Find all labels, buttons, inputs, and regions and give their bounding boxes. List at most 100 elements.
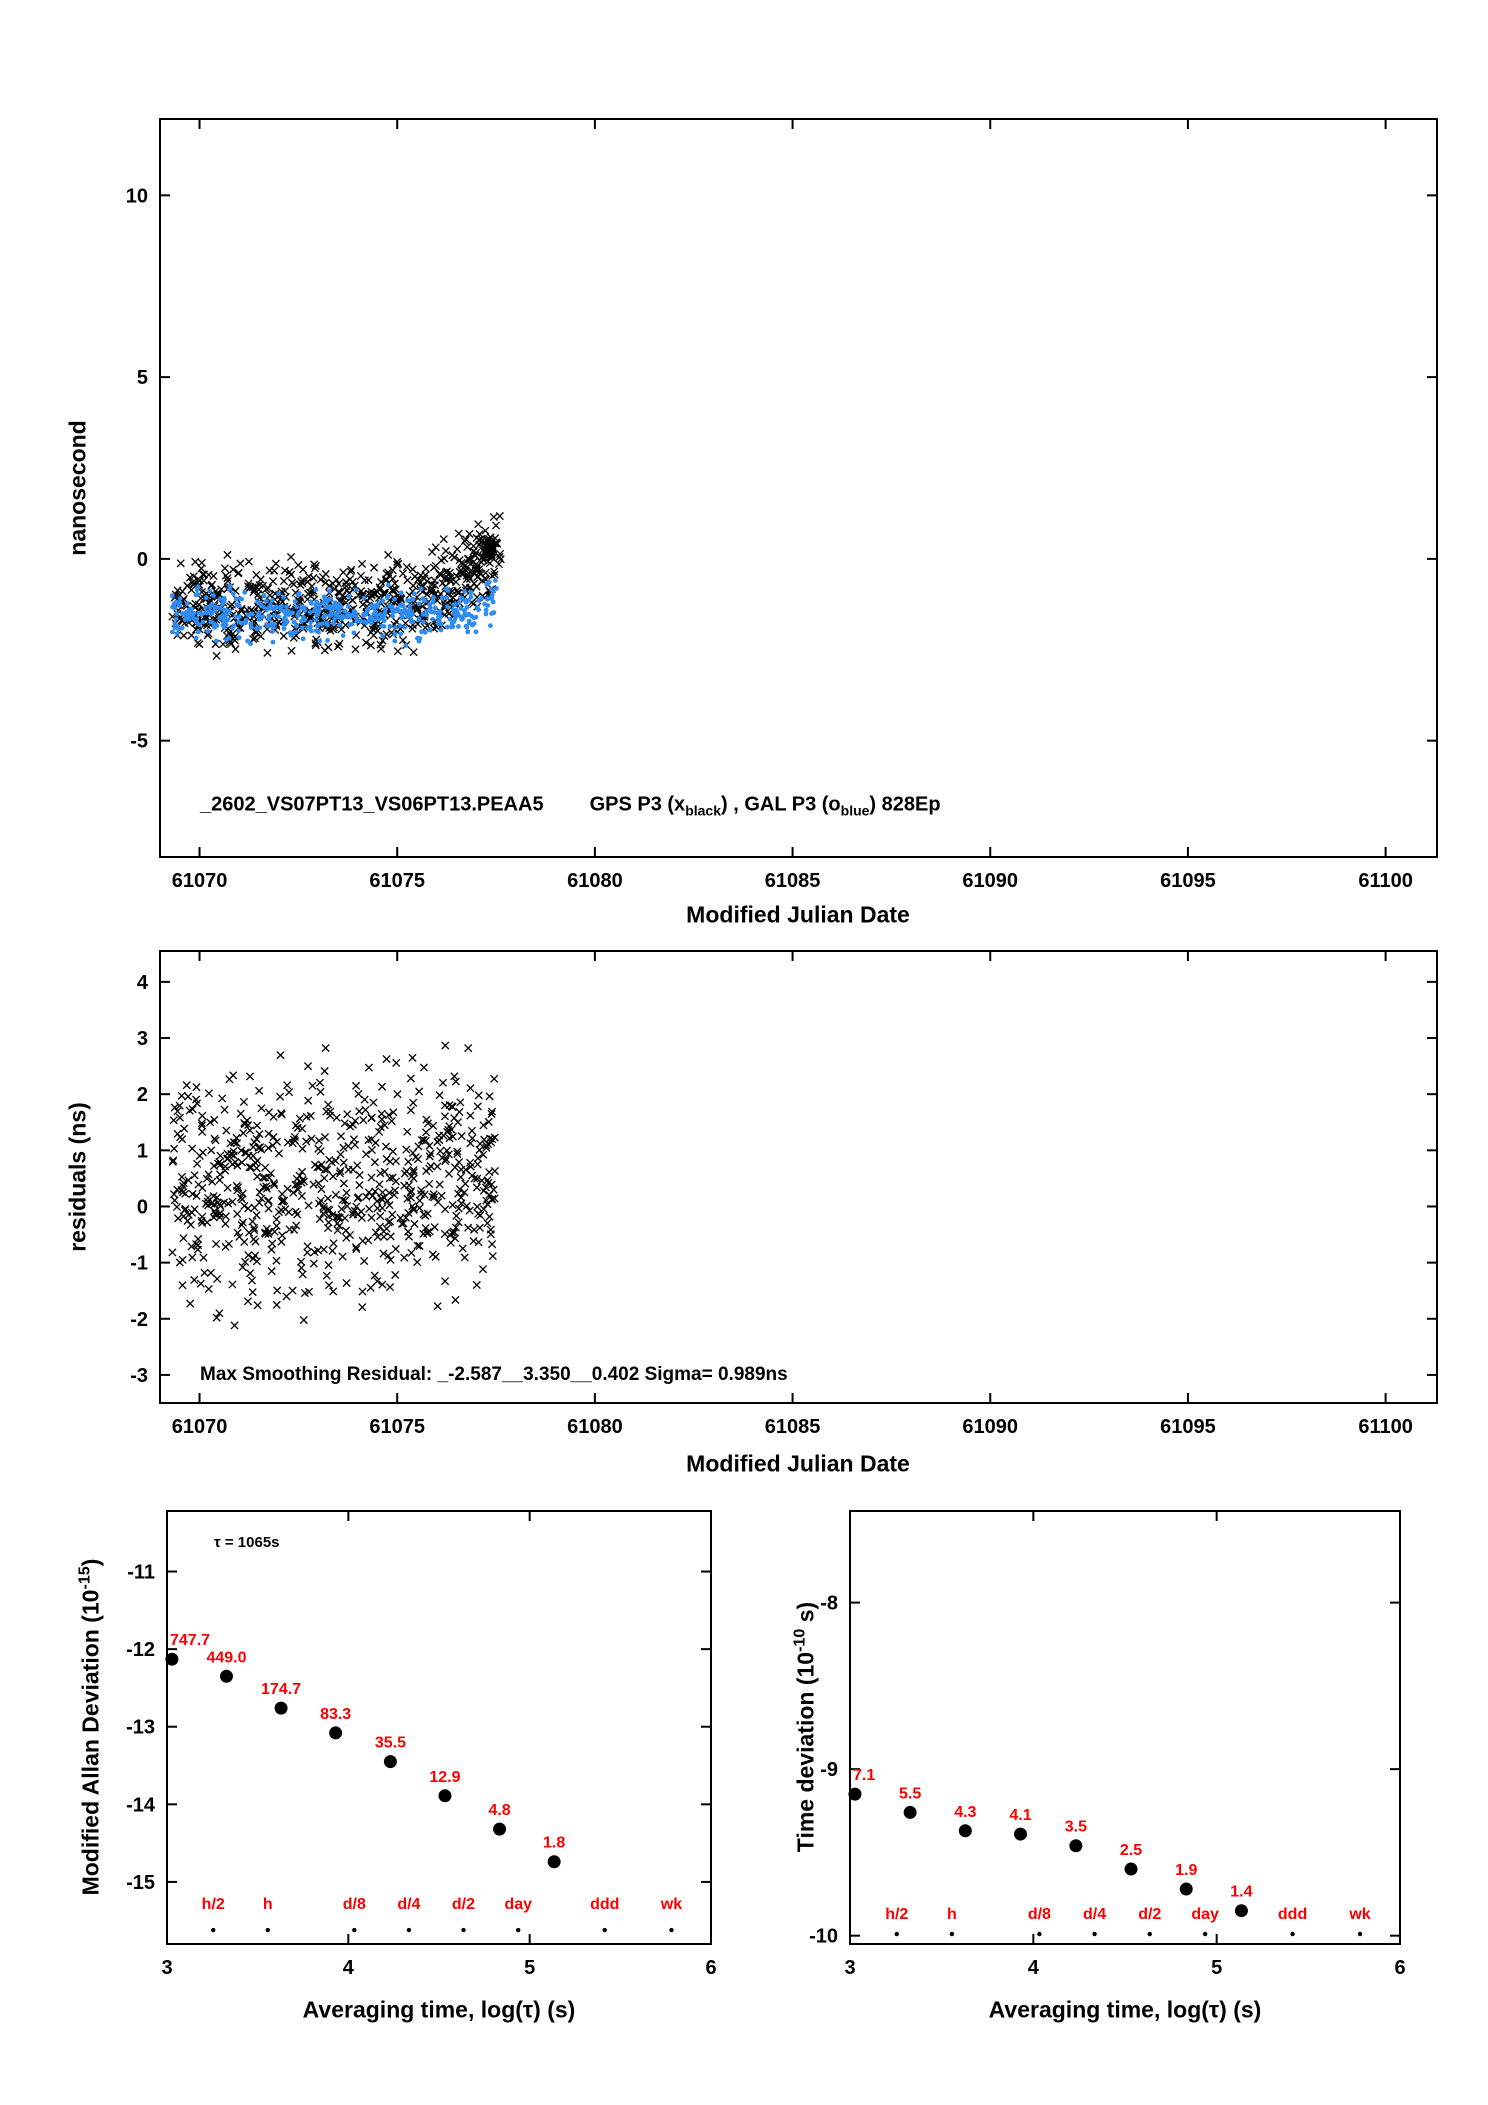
x-marker (382, 569, 391, 578)
dot-marker (397, 608, 403, 614)
tdev-ylabel-exponent: -10 (790, 1628, 809, 1652)
tau-mark-label: d/8 (1028, 1906, 1051, 1923)
x-marker (263, 625, 272, 634)
tau-mark-dot (265, 1927, 271, 1933)
x-marker (296, 580, 305, 590)
x-marker (471, 551, 480, 560)
x-marker (209, 571, 218, 581)
x-marker (358, 1287, 367, 1296)
x-marker (406, 1106, 415, 1115)
y-tick-label: -13 (126, 1717, 155, 1739)
x-marker (450, 1072, 459, 1081)
x-marker (439, 535, 448, 544)
middle-chart-ylabel: residuals (ns) (64, 1102, 91, 1252)
x-marker (320, 1133, 330, 1142)
x-marker (442, 567, 452, 576)
x-marker (454, 1218, 463, 1227)
x-marker (264, 1129, 273, 1138)
x-tick-label: 5 (524, 1957, 535, 1979)
dot-marker (173, 600, 178, 606)
x-marker (168, 1248, 177, 1257)
x-marker (226, 1139, 235, 1148)
x-marker (270, 566, 279, 575)
tau-note: τ = 1065s (214, 1534, 280, 1551)
x-marker (379, 589, 388, 598)
x-marker (345, 1230, 355, 1240)
tau-mark-label: d/4 (397, 1896, 420, 1913)
x-marker (320, 646, 329, 655)
dot-marker (276, 614, 282, 620)
x-marker (245, 1072, 255, 1081)
point-value-label: 747.7 (170, 1632, 210, 1649)
dot-marker (456, 600, 462, 606)
x-marker (358, 1303, 367, 1312)
x-marker (173, 1107, 182, 1116)
x-marker (460, 536, 469, 546)
x-marker (209, 1161, 219, 1171)
x-marker (277, 1237, 286, 1246)
dot-marker (439, 595, 445, 601)
dot-marker (294, 604, 299, 610)
x-marker (451, 1295, 460, 1304)
dot-marker (479, 595, 485, 601)
x-marker (207, 1199, 216, 1208)
x-marker (434, 1198, 443, 1207)
x-marker (325, 581, 334, 590)
x-marker (342, 586, 352, 595)
x-marker (477, 1176, 486, 1185)
x-marker (199, 570, 209, 579)
dot-marker (242, 589, 248, 595)
x-marker (256, 575, 265, 584)
x-marker (282, 1292, 291, 1301)
x-marker (479, 1150, 488, 1159)
dot-marker (174, 631, 180, 636)
dot-marker (389, 604, 395, 610)
tau-mark-label: ddd (1278, 1906, 1307, 1923)
dot-marker (203, 595, 209, 601)
x-marker (265, 1173, 274, 1182)
x-marker (216, 1160, 225, 1169)
dot-marker (264, 607, 270, 613)
x-marker (198, 1183, 207, 1192)
x-marker (179, 631, 188, 640)
x-tick-label: 61075 (369, 1416, 425, 1438)
x-marker (297, 1263, 306, 1272)
x-marker (457, 1132, 466, 1141)
x-marker (307, 1134, 316, 1143)
x-marker (268, 577, 278, 586)
dot-marker (444, 595, 450, 601)
x-marker (367, 628, 376, 637)
x-marker (404, 1208, 413, 1217)
dot-marker (361, 595, 367, 601)
dot-marker (231, 591, 236, 597)
x-tick-label: 61085 (765, 1416, 821, 1438)
x-marker (342, 1278, 351, 1288)
x-marker (257, 1145, 266, 1154)
x-marker (441, 1205, 450, 1214)
x-marker (380, 1121, 389, 1130)
x-marker (445, 1101, 454, 1110)
dot-marker (420, 612, 426, 617)
deviation-point (848, 1787, 862, 1801)
x-marker (294, 561, 303, 570)
dot-marker (454, 613, 460, 619)
x-marker (203, 631, 212, 640)
deviation-point (958, 1824, 972, 1838)
x-marker (252, 1211, 261, 1220)
point-value-label: 4.8 (488, 1802, 510, 1819)
dot-marker (428, 609, 434, 615)
dot-marker (195, 592, 201, 597)
x-marker (367, 1114, 376, 1123)
x-marker (461, 566, 470, 575)
x-marker (243, 1297, 253, 1306)
x-tick-label: 61075 (369, 870, 425, 892)
dot-marker (227, 583, 233, 589)
x-marker (473, 1174, 482, 1183)
mdev-chart-ylabel: Modified Allan Deviation (10-15) (76, 1559, 105, 1896)
x-marker (308, 1081, 317, 1090)
x-marker (413, 1155, 423, 1164)
x-marker (255, 1143, 265, 1152)
x-marker (352, 1244, 361, 1254)
deviation-point (1124, 1862, 1138, 1876)
